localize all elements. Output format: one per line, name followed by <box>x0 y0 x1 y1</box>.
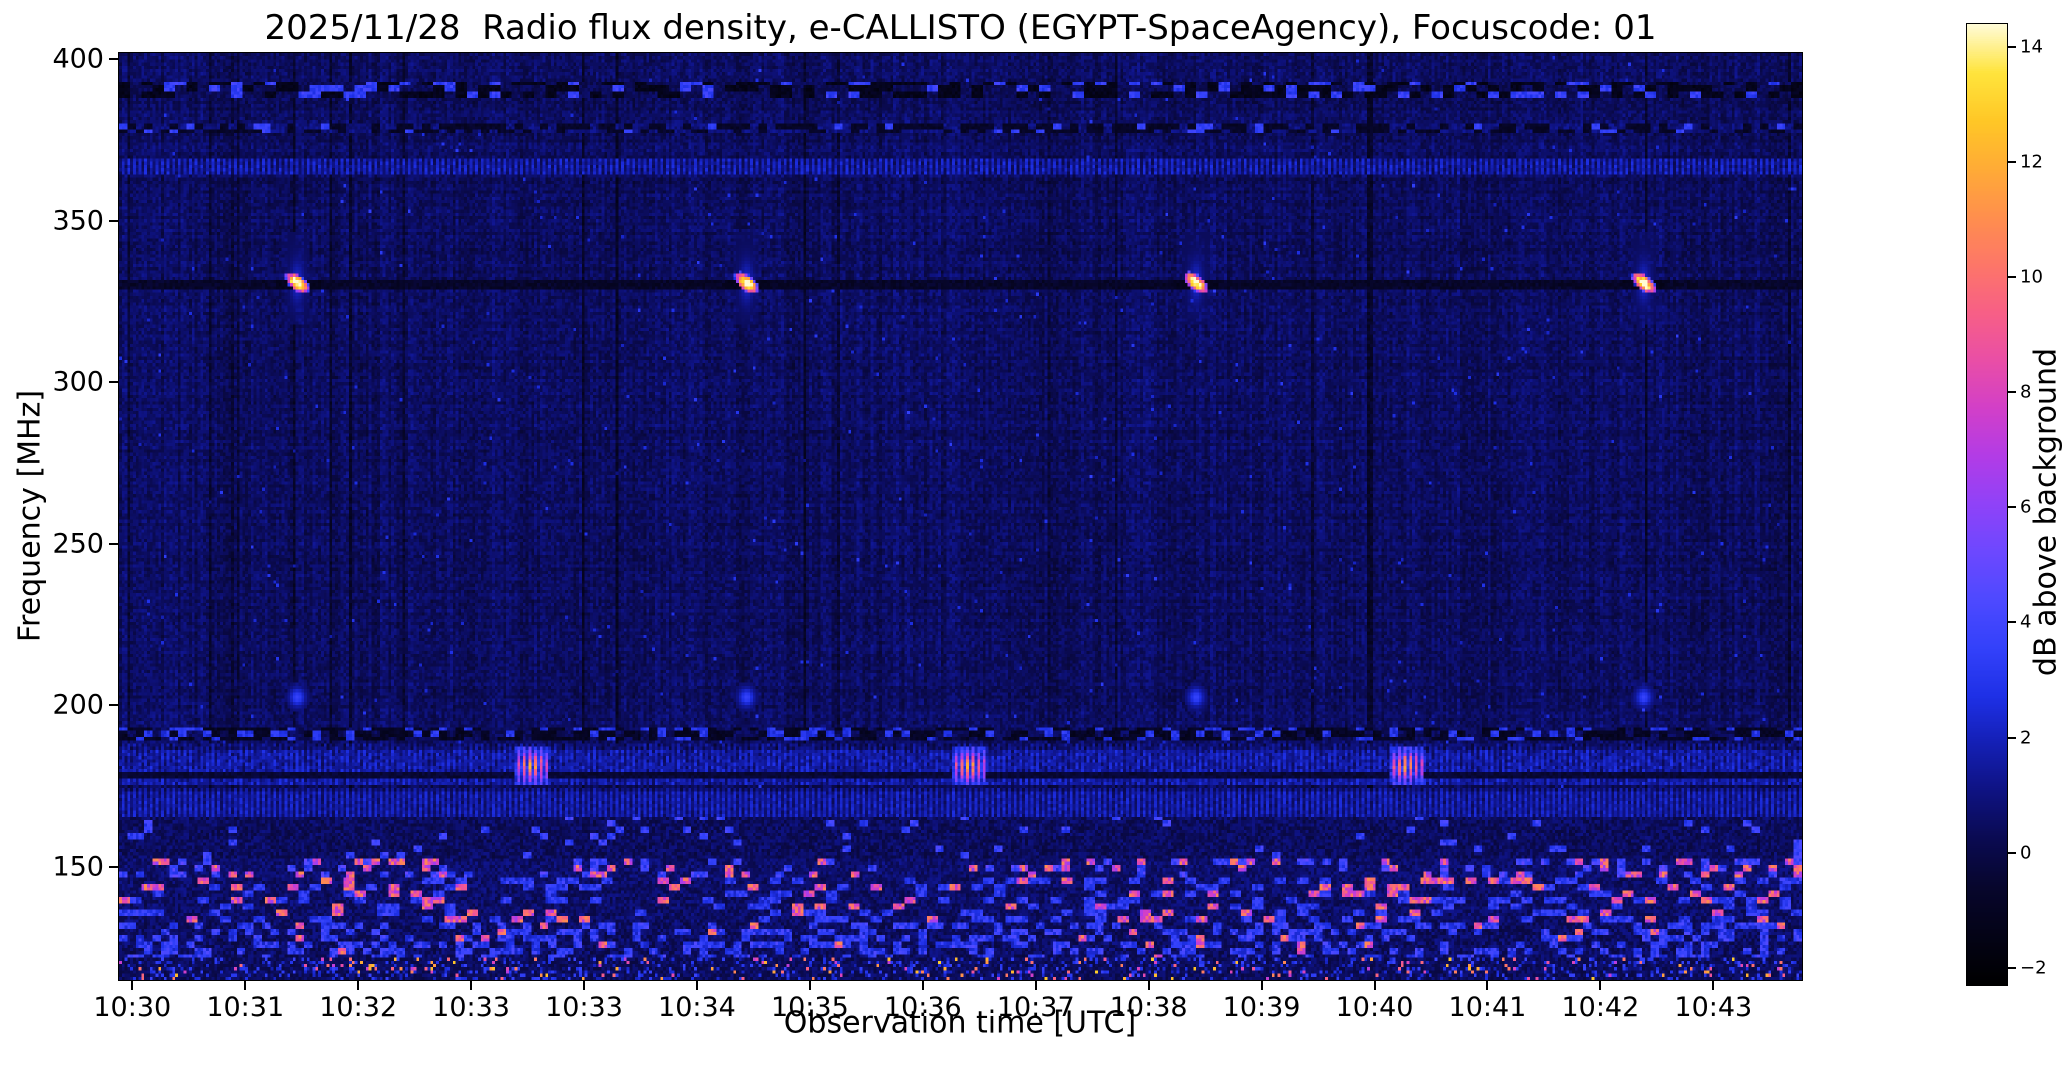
colorbar-tick-label: 4 <box>2020 611 2032 633</box>
y-tick-label: 300 <box>52 366 104 398</box>
colorbar-tick-label: 6 <box>2020 496 2032 518</box>
colorbar-label: dB above background <box>2028 347 2064 677</box>
x-tick-mark <box>357 981 360 990</box>
spectrogram-heatmap <box>118 52 1803 981</box>
x-tick-label: 10:43 <box>1674 992 1753 1023</box>
colorbar-tick-mark <box>2008 506 2016 509</box>
x-tick-mark <box>1486 981 1489 990</box>
x-tick-mark <box>1147 981 1150 990</box>
x-axis-label: Observation time [UTC] <box>783 1005 1137 1041</box>
colorbar-tick-label: 10 <box>2020 266 2043 288</box>
x-tick-mark <box>1712 981 1715 990</box>
x-tick-mark <box>695 981 698 990</box>
x-tick-label: 10:33 <box>432 992 510 1023</box>
x-tick-mark <box>1260 981 1263 990</box>
colorbar-tick-mark <box>2008 161 2016 164</box>
colorbar-tick-mark <box>2008 621 2016 624</box>
y-tick-label: 250 <box>52 528 104 560</box>
x-tick-mark <box>1599 981 1602 990</box>
colorbar-tick-mark <box>2008 391 2016 394</box>
y-tick-mark <box>109 381 118 384</box>
x-tick-label: 10:38 <box>1109 992 1188 1023</box>
y-tick-mark <box>109 58 118 61</box>
colorbar-tick-mark <box>2008 46 2016 49</box>
x-tick-mark <box>1034 981 1037 990</box>
x-tick-label: 10:31 <box>206 992 285 1023</box>
y-tick-mark <box>109 219 118 222</box>
y-tick-mark <box>109 542 118 545</box>
chart-title: 2025/11/28 Radio flux density, e-CALLIST… <box>264 8 1657 48</box>
x-tick-mark <box>244 981 247 990</box>
x-tick-mark <box>808 981 811 990</box>
x-tick-label: 10:37 <box>996 992 1075 1023</box>
x-tick-label: 10:34 <box>658 992 736 1023</box>
y-tick-label: 150 <box>52 851 104 883</box>
colorbar-tick-mark <box>2008 966 2016 969</box>
x-tick-label: 10:42 <box>1561 992 1640 1023</box>
y-tick-label: 400 <box>52 43 104 75</box>
x-tick-label: 10:41 <box>1448 992 1527 1023</box>
x-tick-label: 10:39 <box>1222 992 1301 1023</box>
x-tick-mark <box>1373 981 1376 990</box>
colorbar-tick-label: 0 <box>2020 842 2032 864</box>
x-tick-label: 10:33 <box>545 992 623 1023</box>
x-tick-label: 10:30 <box>93 992 172 1023</box>
colorbar-tick-mark <box>2008 276 2016 279</box>
colorbar <box>1966 23 2008 986</box>
x-tick-label: 10:35 <box>770 992 849 1023</box>
x-tick-label: 10:36 <box>883 992 962 1023</box>
y-tick-label: 350 <box>52 205 104 237</box>
colorbar-tick-label: 14 <box>2020 36 2043 58</box>
x-tick-mark <box>583 981 585 990</box>
x-tick-label: 10:40 <box>1335 992 1414 1023</box>
x-tick-mark <box>131 981 134 990</box>
x-tick-label: 10:32 <box>319 992 398 1023</box>
y-tick-mark <box>109 865 118 868</box>
colorbar-tick-label: 2 <box>2020 727 2032 749</box>
x-tick-mark <box>921 981 924 990</box>
y-axis-label: Frequency [MHz] <box>12 389 48 643</box>
colorbar-tick-mark <box>2008 736 2016 739</box>
y-tick-label: 200 <box>52 689 104 721</box>
colorbar-tick-label: 12 <box>2020 151 2043 173</box>
colorbar-tick-label: −2 <box>2020 957 2047 979</box>
colorbar-tick-mark <box>2008 851 2016 854</box>
x-tick-mark <box>470 981 473 990</box>
y-tick-mark <box>109 704 118 707</box>
colorbar-tick-label: 8 <box>2020 381 2032 403</box>
